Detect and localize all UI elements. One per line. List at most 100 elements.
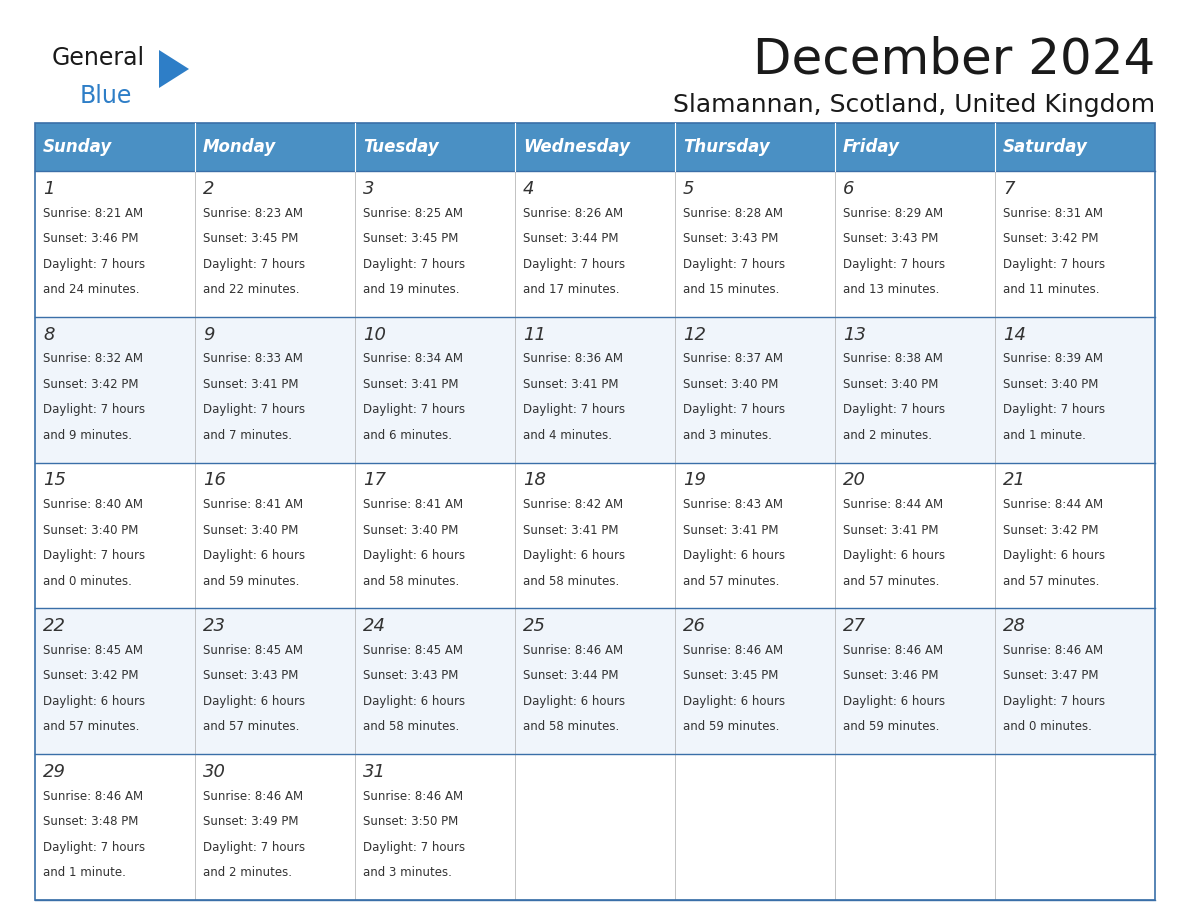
Text: Sunset: 3:43 PM: Sunset: 3:43 PM (364, 669, 459, 682)
Text: Sunset: 3:44 PM: Sunset: 3:44 PM (523, 669, 619, 682)
Text: and 57 minutes.: and 57 minutes. (683, 575, 779, 588)
Text: 4: 4 (523, 180, 535, 197)
Text: and 4 minutes.: and 4 minutes. (523, 429, 612, 442)
Text: Sunrise: 8:29 AM: Sunrise: 8:29 AM (843, 207, 943, 219)
Bar (34, 463, 195, 609)
Text: and 58 minutes.: and 58 minutes. (523, 575, 619, 588)
Text: Sunset: 3:46 PM: Sunset: 3:46 PM (843, 669, 939, 682)
Bar (516, 123, 675, 171)
Bar (675, 609, 835, 755)
Bar (195, 317, 355, 463)
Text: Daylight: 7 hours: Daylight: 7 hours (683, 403, 785, 417)
Text: Sunset: 3:40 PM: Sunset: 3:40 PM (364, 523, 459, 537)
Text: Sunset: 3:48 PM: Sunset: 3:48 PM (43, 815, 138, 828)
Text: December 2024: December 2024 (753, 36, 1155, 84)
Text: Sunset: 3:43 PM: Sunset: 3:43 PM (843, 232, 939, 245)
Text: 3: 3 (364, 180, 374, 197)
Text: Blue: Blue (80, 84, 132, 108)
Text: Monday: Monday (203, 138, 277, 156)
Bar (835, 463, 996, 609)
Text: 15: 15 (43, 471, 67, 489)
Bar (835, 171, 996, 317)
Text: Sunset: 3:50 PM: Sunset: 3:50 PM (364, 815, 459, 828)
Bar (195, 171, 355, 317)
Text: Sunset: 3:40 PM: Sunset: 3:40 PM (203, 523, 298, 537)
Text: Daylight: 6 hours: Daylight: 6 hours (203, 695, 305, 708)
Text: and 58 minutes.: and 58 minutes. (364, 721, 460, 733)
Text: and 19 minutes.: and 19 minutes. (364, 283, 460, 297)
Text: Wednesday: Wednesday (523, 138, 630, 156)
Text: Daylight: 7 hours: Daylight: 7 hours (1003, 695, 1105, 708)
Text: Sunrise: 8:41 AM: Sunrise: 8:41 AM (364, 498, 463, 511)
Text: Sunrise: 8:37 AM: Sunrise: 8:37 AM (683, 353, 783, 365)
Text: Sunrise: 8:41 AM: Sunrise: 8:41 AM (203, 498, 303, 511)
Text: Sunset: 3:42 PM: Sunset: 3:42 PM (1003, 232, 1099, 245)
Text: and 0 minutes.: and 0 minutes. (1003, 721, 1092, 733)
Text: Daylight: 6 hours: Daylight: 6 hours (683, 549, 785, 562)
Text: Daylight: 7 hours: Daylight: 7 hours (43, 841, 145, 854)
Bar (34, 755, 195, 900)
Text: 11: 11 (523, 326, 546, 343)
Bar (835, 317, 996, 463)
Bar (675, 463, 835, 609)
Text: Sunrise: 8:46 AM: Sunrise: 8:46 AM (1003, 644, 1104, 657)
Bar (516, 317, 675, 463)
Text: 19: 19 (683, 471, 706, 489)
Text: and 17 minutes.: and 17 minutes. (523, 283, 619, 297)
Text: 2: 2 (203, 180, 215, 197)
Text: 9: 9 (203, 326, 215, 343)
Text: and 59 minutes.: and 59 minutes. (683, 721, 779, 733)
Bar (355, 463, 516, 609)
Text: Daylight: 6 hours: Daylight: 6 hours (43, 695, 145, 708)
Text: 28: 28 (1003, 617, 1026, 635)
Text: Sunrise: 8:40 AM: Sunrise: 8:40 AM (43, 498, 143, 511)
Text: Daylight: 7 hours: Daylight: 7 hours (43, 403, 145, 417)
Text: Daylight: 6 hours: Daylight: 6 hours (523, 549, 625, 562)
Bar (835, 609, 996, 755)
Text: Sunday: Sunday (43, 138, 112, 156)
Text: Sunset: 3:42 PM: Sunset: 3:42 PM (43, 378, 139, 391)
Text: Sunrise: 8:33 AM: Sunrise: 8:33 AM (203, 353, 303, 365)
Text: Sunrise: 8:34 AM: Sunrise: 8:34 AM (364, 353, 463, 365)
Text: 22: 22 (43, 617, 67, 635)
Bar (195, 609, 355, 755)
Text: Daylight: 7 hours: Daylight: 7 hours (523, 403, 625, 417)
Text: 7: 7 (1003, 180, 1015, 197)
Text: General: General (52, 46, 145, 70)
Text: Daylight: 6 hours: Daylight: 6 hours (1003, 549, 1105, 562)
Bar (355, 317, 516, 463)
Text: Sunrise: 8:45 AM: Sunrise: 8:45 AM (364, 644, 463, 657)
Bar (516, 171, 675, 317)
Text: Daylight: 7 hours: Daylight: 7 hours (843, 403, 946, 417)
Text: Sunset: 3:45 PM: Sunset: 3:45 PM (203, 232, 298, 245)
Bar (996, 171, 1155, 317)
Text: Sunrise: 8:46 AM: Sunrise: 8:46 AM (843, 644, 943, 657)
Text: Sunrise: 8:46 AM: Sunrise: 8:46 AM (203, 789, 303, 802)
Bar (675, 755, 835, 900)
Text: 8: 8 (43, 326, 55, 343)
Text: Sunrise: 8:21 AM: Sunrise: 8:21 AM (43, 207, 143, 219)
Text: 24: 24 (364, 617, 386, 635)
Text: Sunset: 3:41 PM: Sunset: 3:41 PM (683, 523, 778, 537)
Text: 5: 5 (683, 180, 695, 197)
Text: Daylight: 7 hours: Daylight: 7 hours (203, 841, 305, 854)
Text: Sunset: 3:41 PM: Sunset: 3:41 PM (203, 378, 298, 391)
Text: and 13 minutes.: and 13 minutes. (843, 283, 940, 297)
Bar (355, 171, 516, 317)
Bar (516, 755, 675, 900)
Bar (516, 463, 675, 609)
Text: Sunset: 3:49 PM: Sunset: 3:49 PM (203, 815, 298, 828)
Text: Sunset: 3:47 PM: Sunset: 3:47 PM (1003, 669, 1099, 682)
Bar (355, 755, 516, 900)
Text: Sunrise: 8:39 AM: Sunrise: 8:39 AM (1003, 353, 1102, 365)
Text: Sunrise: 8:44 AM: Sunrise: 8:44 AM (1003, 498, 1104, 511)
Text: 18: 18 (523, 471, 546, 489)
Text: and 3 minutes.: and 3 minutes. (364, 867, 451, 879)
Text: Sunset: 3:41 PM: Sunset: 3:41 PM (843, 523, 939, 537)
Text: Sunrise: 8:31 AM: Sunrise: 8:31 AM (1003, 207, 1102, 219)
Text: Sunset: 3:43 PM: Sunset: 3:43 PM (683, 232, 778, 245)
Text: Daylight: 6 hours: Daylight: 6 hours (364, 549, 466, 562)
Bar (516, 609, 675, 755)
Text: 26: 26 (683, 617, 706, 635)
Text: Daylight: 7 hours: Daylight: 7 hours (1003, 403, 1105, 417)
